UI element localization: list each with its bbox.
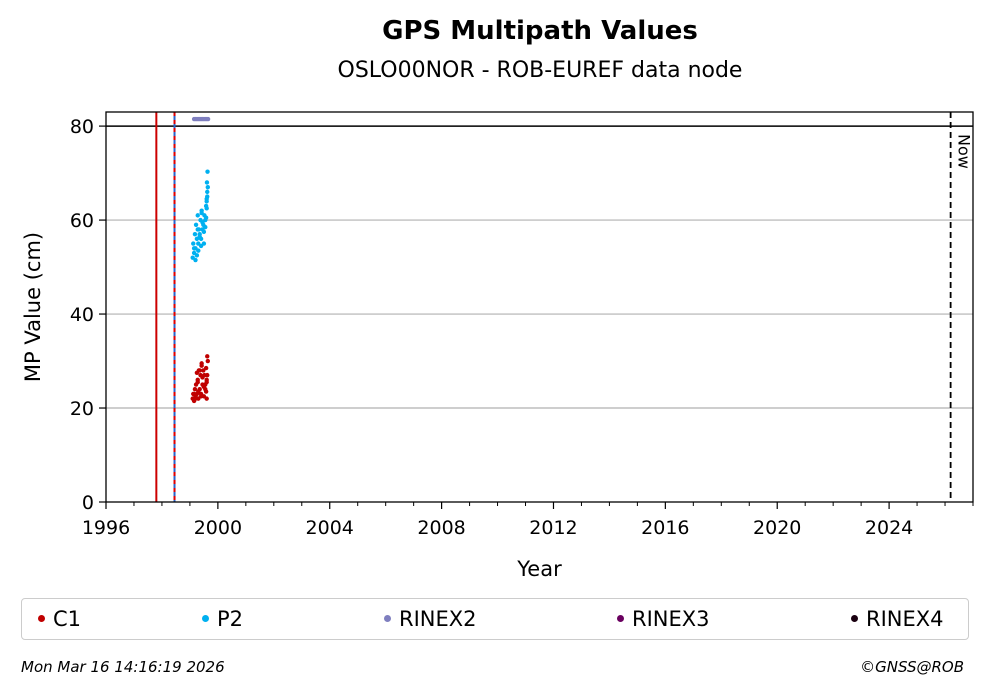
data-point — [204, 206, 209, 211]
x-tick-label: 2008 — [417, 517, 465, 539]
data-points — [190, 116, 211, 404]
data-point — [205, 116, 211, 122]
y-tick-label: 80 — [70, 116, 94, 138]
data-point — [203, 365, 209, 371]
data-point — [197, 234, 202, 239]
data-point — [195, 213, 200, 218]
data-point — [205, 354, 210, 359]
legend-marker — [202, 615, 209, 622]
chart-title: GPS Multipath Values — [382, 16, 698, 46]
legend: C1 P2 RINEX2 RINEX3 RINEX4 — [21, 598, 969, 640]
legend-item-p2: P2 — [202, 607, 243, 631]
data-point — [191, 241, 196, 246]
legend-label: P2 — [217, 607, 244, 631]
data-point — [195, 227, 200, 232]
legend-item-rinex2: RINEX2 — [384, 607, 477, 631]
data-point — [192, 231, 198, 237]
x-axis-label: Year — [516, 557, 562, 581]
data-point — [196, 248, 201, 253]
x-tick-label: 2020 — [753, 517, 801, 539]
data-point — [201, 229, 207, 235]
y-tick-label: 20 — [70, 398, 94, 420]
x-tick-label: 2000 — [194, 517, 242, 539]
data-point — [204, 396, 209, 401]
data-point — [205, 169, 210, 174]
axis-ticks: 1996 2000 2004 2008 2012 2016 2020 2024 0 20 40 60 8… — [70, 116, 974, 539]
legend-marker — [384, 615, 391, 622]
data-point — [203, 389, 209, 394]
legend-marker — [851, 615, 858, 622]
legend-label: RINEX4 — [866, 607, 944, 631]
plot-area: 1996 2000 2004 2008 2012 2016 2020 2024 0 20 40 60 8… — [21, 111, 974, 581]
data-point — [200, 220, 205, 225]
data-point — [193, 222, 199, 227]
legend-marker — [617, 615, 624, 622]
data-point — [191, 391, 197, 397]
footer-credit: ©GNSS@ROB — [860, 658, 964, 676]
axes-frame — [105, 111, 974, 503]
data-point — [193, 396, 198, 401]
x-tick-label: 2016 — [641, 517, 689, 539]
legend-item-c1: C1 — [38, 607, 81, 631]
legend-label: RINEX3 — [632, 607, 710, 631]
legend-label: RINEX2 — [399, 607, 477, 631]
data-point — [198, 243, 204, 249]
x-tick-label: 2004 — [306, 517, 354, 539]
data-point — [192, 387, 198, 392]
data-point — [195, 379, 200, 385]
legend-marker — [38, 615, 45, 622]
data-point — [197, 368, 202, 373]
x-tick-label: 2024 — [865, 517, 913, 539]
x-tick-label: 2012 — [529, 517, 577, 539]
data-point — [198, 394, 204, 399]
x-tick-label: 1996 — [82, 517, 130, 539]
data-point — [203, 215, 209, 220]
data-point — [203, 224, 208, 230]
data-point — [204, 196, 209, 202]
legend-item-rinex4: RINEX4 — [851, 607, 944, 631]
y-tick-label: 40 — [70, 304, 94, 326]
now-label: Now — [955, 134, 974, 169]
y-tick-label: 0 — [82, 492, 94, 514]
data-point — [205, 372, 210, 378]
data-point — [193, 257, 198, 263]
data-point — [205, 184, 211, 190]
y-tick-label: 60 — [70, 210, 94, 232]
legend-item-rinex3: RINEX3 — [617, 607, 710, 631]
y-axis-label: MP Value (cm) — [21, 232, 45, 382]
data-point — [204, 180, 210, 185]
data-point — [191, 246, 197, 251]
legend-label: C1 — [53, 607, 82, 631]
chart-subtitle: OSLO00NOR - ROB-EUREF data node — [337, 58, 743, 83]
event-lines — [155, 112, 952, 502]
data-point — [203, 382, 208, 387]
gridlines — [106, 125, 973, 409]
data-point — [196, 389, 201, 394]
data-point — [205, 189, 210, 195]
data-point — [199, 210, 204, 216]
data-point — [200, 375, 205, 380]
footer-timestamp: Mon Mar 16 14:16:19 2026 — [21, 658, 225, 676]
data-point — [199, 361, 204, 366]
data-point — [194, 253, 200, 258]
data-point — [205, 358, 211, 364]
